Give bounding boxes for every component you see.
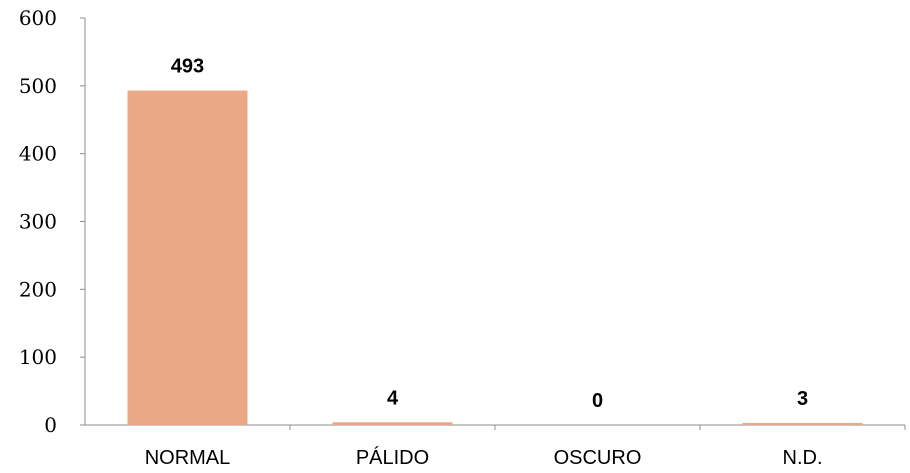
y-tick-label: 400: [19, 142, 57, 166]
bar: [127, 90, 248, 425]
y-tick-label: 0: [44, 413, 57, 437]
bar: [332, 422, 453, 425]
y-tick-label: 600: [19, 6, 57, 30]
y-tick-label: 200: [19, 277, 57, 301]
y-tick-label: 100: [19, 345, 57, 369]
data-label: 4: [387, 387, 399, 409]
data-label: 3: [797, 388, 808, 410]
data-label: 493: [171, 56, 204, 78]
data-labels: 493 4 0 3: [171, 56, 808, 412]
bar: [742, 422, 863, 425]
data-label: 0: [592, 390, 603, 412]
x-tick-label: PÁLIDO: [356, 446, 429, 469]
y-tick-label: 500: [19, 74, 57, 98]
y-tick-label: 300: [19, 210, 57, 234]
x-tick-label: N.D.: [783, 447, 823, 469]
y-axis-ticks: 0 100 200 300 400 500 600: [19, 6, 85, 437]
chart-bars: [127, 90, 863, 425]
x-axis-ticks: NORMAL PÁLIDO OSCURO N.D.: [145, 425, 906, 469]
x-tick-label: OSCURO: [554, 447, 642, 469]
x-tick-label: NORMAL: [145, 447, 231, 469]
